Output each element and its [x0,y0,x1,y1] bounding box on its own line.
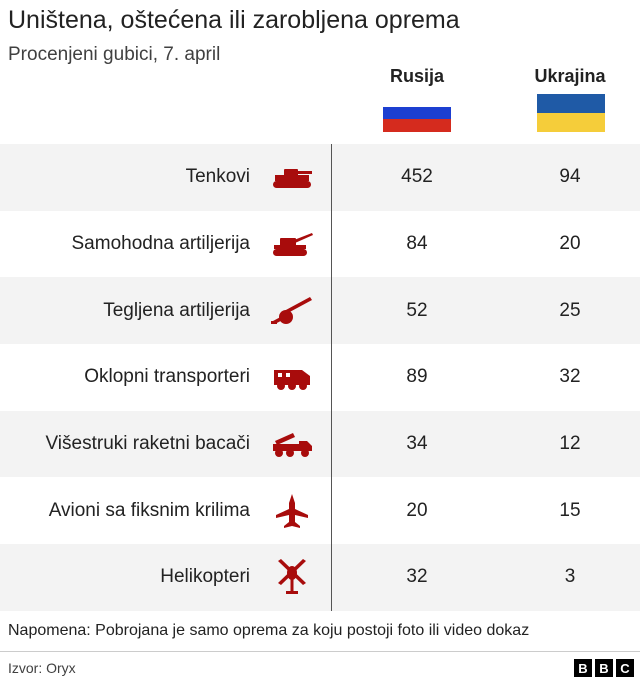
towed-artillery-icon [268,293,316,329]
russia-flag-icon [383,94,451,132]
value-russia: 452 [401,166,433,188]
value-ukraine: 25 [559,299,581,321]
table-row: Višestruki raketni bacači 34 12 [0,410,640,478]
bbc-logo-letter: C [616,659,634,677]
value-russia: 52 [406,299,428,321]
value-russia: 84 [406,233,428,255]
value-ukraine: 3 [564,566,576,588]
flag-stripe-yellow [537,113,605,132]
row-label: Oklopni transporteri [84,366,250,388]
row-label: Helikopteri [160,566,250,588]
value-russia: 89 [406,366,428,388]
ukraine-flag-icon [537,94,605,132]
footnote: Napomena: Pobrojana je samo oprema za ko… [8,622,530,639]
value-ukraine: 20 [559,233,581,255]
bbc-logo-letter: B [595,659,613,677]
helicopter-icon [268,559,316,595]
flag-stripe-blue [383,106,451,120]
chart-subtitle: Procenjeni gubici, 7. april [8,44,221,65]
source-credit: Izvor: Oryx [8,660,76,676]
value-ukraine: 15 [559,499,581,521]
row-label: Višestruki raketni bacači [45,433,250,455]
table-row: Avioni sa fiksnim krilima 20 15 [0,477,640,545]
flag-stripe-white [383,94,451,107]
table-row: Oklopni transporteri 89 32 [0,344,640,411]
column-header-ukraine: Ukrajina [534,66,606,86]
footer-rule [0,651,640,652]
table-row: Samohodna artiljerija 84 20 [0,210,640,278]
armoured-carrier-icon [268,359,316,395]
value-russia: 32 [406,566,428,588]
table-row: Helikopteri 32 3 [0,544,640,611]
chart-title: Uništena, oštećena ili zarobljena oprema [8,6,460,34]
row-label: Tenkovi [185,166,250,188]
table-row: Tegljena artiljerija 52 25 [0,277,640,345]
bbc-logo: B B C [574,659,634,677]
column-header-russia: Rusija [389,66,445,86]
fixed-wing-aircraft-icon [268,493,316,529]
value-ukraine: 94 [559,166,581,188]
rocket-launcher-icon [268,426,316,462]
value-ukraine: 32 [559,366,581,388]
value-russia: 34 [406,433,428,455]
table-row: Tenkovi 452 94 [0,144,640,211]
losses-table: Tenkovi 452 94 Samohodna artiljerija 84 20 Teg… [0,144,640,611]
row-label: Tegljena artiljerija [103,299,250,321]
bbc-logo-letter: B [574,659,592,677]
column-divider [331,144,332,611]
value-ukraine: 12 [559,433,581,455]
flag-stripe-blue [537,94,605,113]
flag-stripe-red [383,119,451,132]
tank-icon [268,159,316,195]
value-russia: 20 [406,499,428,521]
self-propelled-artillery-icon [268,226,316,262]
row-label: Samohodna artiljerija [71,233,251,255]
row-label: Avioni sa fiksnim krilima [48,499,250,521]
